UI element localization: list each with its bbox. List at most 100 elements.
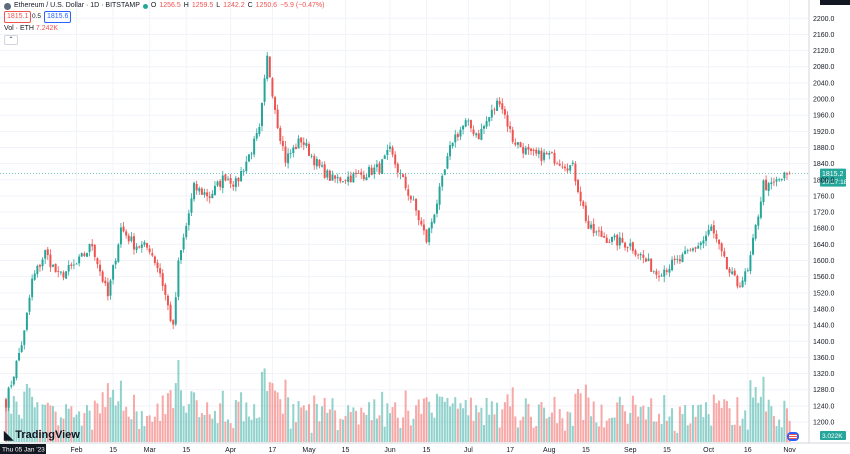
volume-bar (352, 407, 355, 442)
price-tick-label: 1960.0 (813, 113, 835, 120)
volume-bar (702, 417, 705, 442)
candle-body (138, 246, 141, 248)
candle-body (738, 285, 741, 287)
candle-body (161, 273, 164, 286)
volume-bar (624, 411, 627, 442)
volume-bar (464, 400, 467, 442)
volume-bar (23, 391, 26, 442)
candle-body (780, 178, 783, 180)
candle-body (631, 242, 634, 251)
volume-bar (148, 415, 151, 442)
candle-body (117, 244, 120, 262)
volume-bar (360, 407, 363, 442)
volume-bar (378, 415, 381, 442)
volume-bar (326, 412, 329, 442)
volume-bar (302, 405, 305, 442)
candle-body (195, 183, 198, 191)
volume-bar (678, 406, 681, 442)
candle-body (164, 284, 167, 295)
volume-bar (195, 400, 198, 442)
time-tick-label: May (302, 447, 316, 454)
volume-bar (723, 399, 726, 442)
volume-bar (15, 401, 18, 442)
volume-bar (93, 400, 96, 442)
volume-bar (644, 419, 647, 442)
volume-bar (211, 418, 214, 442)
candle-body (475, 133, 478, 136)
volume-bar (287, 397, 290, 442)
candle-body (232, 184, 235, 187)
candle-body (391, 147, 394, 155)
volume-bar (647, 406, 650, 442)
volume-bar (626, 423, 629, 442)
symbol-title[interactable]: Ethereum / U.S. Dollar · 1D · BITSTAMP (14, 2, 140, 9)
volume-bar (686, 425, 689, 442)
volume-bar (744, 410, 747, 442)
collapse-legend-button[interactable]: ⌃ (4, 35, 18, 45)
volume-bar (707, 414, 710, 442)
candle-body (49, 254, 52, 268)
volume-bar (501, 409, 504, 442)
volume-bar (38, 429, 41, 442)
candle-body (373, 167, 376, 175)
buy-price-button[interactable]: 1815.6 (44, 11, 72, 23)
volume-bar (613, 417, 616, 442)
candle-body (386, 149, 389, 156)
candle-body (660, 275, 663, 277)
volume-bar (276, 392, 279, 442)
volume-bar (519, 420, 522, 442)
candle-body (441, 175, 444, 187)
volume-bar (402, 417, 405, 442)
candle-body (193, 182, 196, 200)
volume-bar (143, 426, 146, 442)
volume-bar (785, 408, 788, 442)
volume-bar (655, 421, 658, 442)
time-tick-label: Sep (624, 447, 637, 454)
sell-price-button[interactable]: 1815.1 (4, 11, 32, 23)
candle-body (260, 102, 263, 127)
candle-body (112, 265, 115, 280)
volume-bar (503, 402, 506, 442)
price-tick-label: 2040.0 (813, 80, 835, 87)
volume-bar (164, 414, 167, 442)
volume-bar (185, 412, 188, 442)
volume-bar (334, 410, 337, 442)
candle-body (472, 129, 475, 135)
candle-body (733, 270, 736, 276)
candle-body (449, 145, 452, 157)
candle-body (198, 188, 201, 192)
price-tick-label: 1840.0 (813, 161, 835, 168)
tradingview-logo[interactable]: ◣ TradingView (4, 428, 80, 442)
price-tick-label: 1440.0 (813, 323, 835, 330)
candle-body (321, 165, 324, 167)
volume-bar (433, 417, 436, 442)
volume-bar (331, 398, 334, 442)
candle-body (297, 138, 300, 149)
candle-body (443, 169, 446, 175)
candle-body (187, 213, 190, 226)
market-status-icon[interactable] (142, 3, 148, 9)
spread-value: 0.5 (32, 13, 42, 20)
price-tick-label: 1680.0 (813, 226, 835, 233)
volume-bar (46, 402, 49, 442)
volume-bar (339, 418, 342, 442)
volume-bar (203, 415, 206, 442)
volume-bar (266, 391, 269, 442)
time-tick-label: 15 (423, 447, 431, 454)
volume-bar (375, 418, 378, 442)
volume-bar (435, 393, 438, 442)
volume-bar (49, 405, 52, 442)
volume-bar (639, 406, 642, 442)
candle-body (255, 133, 258, 139)
candlesticks (5, 51, 791, 412)
candle-body (610, 236, 613, 242)
time-tick-label: Jul (464, 447, 473, 454)
candle-body (658, 275, 660, 277)
volume-bar (498, 427, 501, 442)
candle-body (464, 120, 467, 127)
volume-bar (59, 417, 62, 442)
candle-body (101, 271, 104, 282)
price-tick-label: 1560.0 (813, 274, 835, 281)
candle-body (140, 244, 143, 248)
